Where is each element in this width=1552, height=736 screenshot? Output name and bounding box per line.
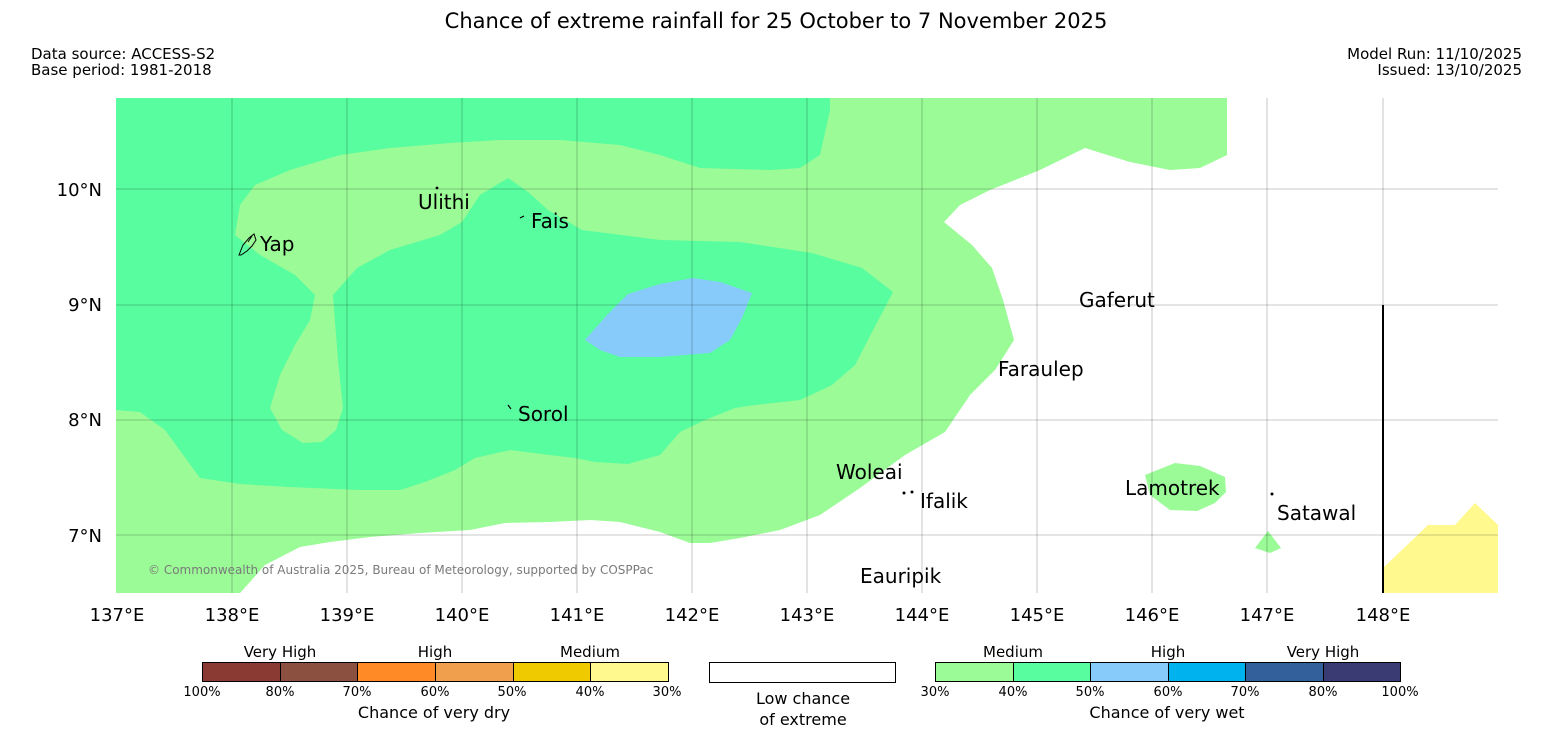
wet-swatch-3 bbox=[1091, 663, 1169, 681]
lat-label-8n: 8°N bbox=[68, 410, 102, 431]
place-ifalik: Ifalik bbox=[920, 489, 968, 513]
lon-label-145e: 145°E bbox=[1010, 605, 1065, 626]
wet-tick-30: 30% bbox=[920, 685, 950, 700]
place-faraulep: Faraulep bbox=[998, 357, 1084, 381]
lamotrek-wet-patch bbox=[1145, 463, 1226, 511]
dry-group-very-high: Very High bbox=[243, 643, 317, 661]
dry-tick-100: 100% bbox=[183, 685, 221, 700]
lat-label-7n: 7°N bbox=[68, 526, 102, 547]
lon-label-139e: 139°E bbox=[320, 605, 375, 626]
wet-swatch-2 bbox=[1013, 663, 1091, 681]
data-source-info: Data source: ACCESS-S2 Base period: 1981… bbox=[31, 46, 215, 78]
high-wet-region bbox=[116, 98, 893, 490]
lon-label-137e: 137°E bbox=[90, 605, 145, 626]
lon-label-148e: 148°E bbox=[1356, 605, 1411, 626]
place-eauripik: Eauripik bbox=[860, 564, 942, 588]
place-woleai: Woleai bbox=[836, 460, 903, 484]
dry-swatch-3 bbox=[358, 663, 437, 681]
issued-text: Issued: 13/10/2025 bbox=[1377, 61, 1522, 79]
rainfall-map[interactable]: Ulithi Fais Yap Gaferut Faraulep Sorol W… bbox=[0, 0, 1552, 640]
lon-label-140e: 140°E bbox=[435, 605, 490, 626]
map-title: Chance of extreme rainfall for 25 Octobe… bbox=[444, 9, 1108, 33]
dry-swatch-6 bbox=[591, 663, 669, 681]
place-ulithi: Ulithi bbox=[418, 190, 470, 214]
place-gaferut: Gaferut bbox=[1079, 288, 1155, 312]
wet-tick-60: 60% bbox=[1153, 685, 1183, 700]
wet-tick-80: 80% bbox=[1308, 685, 1338, 700]
lon-label-147e: 147°E bbox=[1240, 605, 1295, 626]
satawal-wet-patch bbox=[1255, 531, 1281, 553]
copyright-notice: © Commonwealth of Australia 2025, Bureau… bbox=[148, 563, 653, 577]
place-yap: Yap bbox=[259, 232, 294, 256]
dry-legend-caption: Chance of very dry bbox=[357, 703, 511, 722]
place-sorol: Sorol bbox=[518, 402, 569, 426]
dry-swatch-5 bbox=[513, 663, 592, 681]
dry-swatch-1 bbox=[203, 663, 281, 681]
dry-group-medium: Medium bbox=[560, 643, 620, 661]
lon-label-143e: 143°E bbox=[780, 605, 835, 626]
lon-label-142e: 142°E bbox=[665, 605, 720, 626]
dry-swatch-2 bbox=[280, 663, 359, 681]
high2-wet-region bbox=[585, 278, 752, 357]
dry-colorbar bbox=[202, 662, 669, 682]
data-source-text: Data source: ACCESS-S2 bbox=[31, 45, 216, 63]
lat-label-10n: 10°N bbox=[57, 180, 102, 201]
dry-tick-70: 70% bbox=[342, 685, 372, 700]
lon-label-146e: 146°E bbox=[1125, 605, 1180, 626]
wet-tick-50: 50% bbox=[1075, 685, 1105, 700]
dry-tick-50: 50% bbox=[497, 685, 527, 700]
map-area: Ulithi Fais Yap Gaferut Faraulep Sorol W… bbox=[116, 98, 1498, 593]
lat-label-9n: 9°N bbox=[68, 295, 102, 316]
place-lamotrek: Lamotrek bbox=[1125, 476, 1220, 500]
model-run-info: Model Run: 11/10/2025 Issued: 13/10/2025 bbox=[1347, 46, 1522, 78]
atoll-markers bbox=[435, 186, 1274, 496]
place-satawal: Satawal bbox=[1277, 501, 1356, 525]
yap-island-outline bbox=[238, 233, 257, 256]
wet-swatch-6 bbox=[1323, 663, 1400, 681]
lon-label-141e: 141°E bbox=[550, 605, 605, 626]
dry-tick-30: 30% bbox=[652, 685, 682, 700]
medium-dry-region bbox=[1383, 503, 1498, 593]
dry-tick-60: 60% bbox=[420, 685, 450, 700]
lon-label-138e: 138°E bbox=[205, 605, 260, 626]
wet-colorbar bbox=[935, 662, 1401, 682]
place-fais: Fais bbox=[531, 209, 569, 233]
wet-group-high: High bbox=[1150, 643, 1186, 661]
wet-legend-caption: Chance of very wet bbox=[1089, 703, 1245, 722]
dry-tick-40: 40% bbox=[575, 685, 605, 700]
wet-group-very-high: Very High bbox=[1286, 643, 1360, 661]
dry-swatch-4 bbox=[436, 663, 514, 681]
dry-group-high: High bbox=[417, 643, 453, 661]
wet-tick-40: 40% bbox=[998, 685, 1028, 700]
dry-tick-80: 80% bbox=[265, 685, 295, 700]
wet-swatch-5 bbox=[1246, 663, 1324, 681]
wet-tick-70: 70% bbox=[1230, 685, 1260, 700]
base-period-text: Base period: 1981-2018 bbox=[31, 61, 212, 79]
low-chance-caption-line2: of extreme bbox=[759, 710, 847, 729]
wet-tick-100: 100% bbox=[1381, 685, 1419, 700]
wet-group-medium: Medium bbox=[983, 643, 1043, 661]
wet-swatch-1 bbox=[936, 663, 1014, 681]
longitude-labels: 137°E 138°E 139°E 140°E 141°E 142°E 143°… bbox=[90, 605, 1411, 626]
wet-swatch-4 bbox=[1168, 663, 1246, 681]
low-chance-caption-line1: Low chance bbox=[755, 689, 851, 708]
latitude-labels: 10°N 9°N 8°N 7°N bbox=[57, 180, 102, 547]
lon-label-144e: 144°E bbox=[895, 605, 950, 626]
low-chance-swatch bbox=[709, 662, 896, 683]
model-run-text: Model Run: 11/10/2025 bbox=[1347, 45, 1522, 63]
gridlines bbox=[116, 98, 1498, 593]
